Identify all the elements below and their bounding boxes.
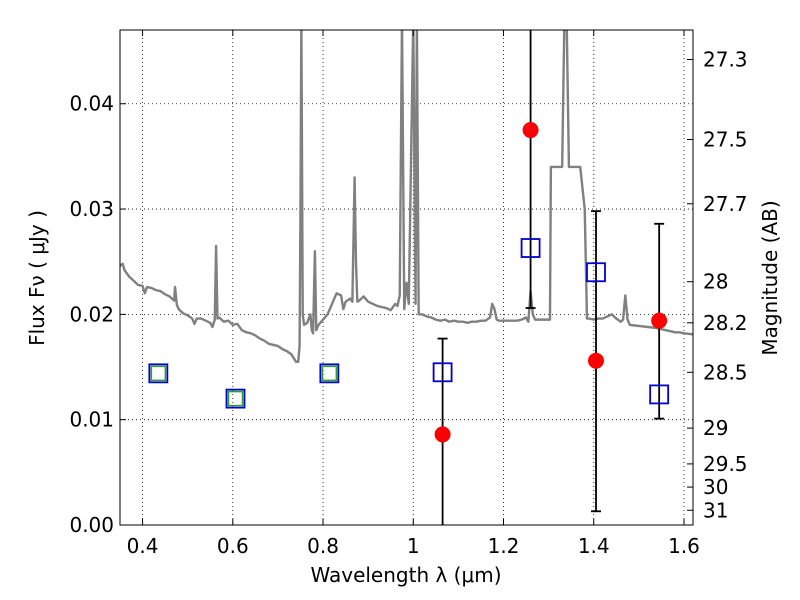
plot-frame [119,29,694,526]
x-tick-label: 0.8 [307,534,339,558]
y2-tick-label: 29.5 [703,452,748,476]
observed-point [522,122,539,139]
x-tick-label: 1 [407,534,420,558]
y2-tick-label: 30 [703,475,728,499]
spectrum-line [120,30,693,363]
observed-points [434,122,668,443]
grid [120,30,693,526]
y2-tick-label: 27.5 [703,128,748,152]
x-tick-label: 1.6 [668,534,700,558]
model-point-inner [321,365,338,382]
x-tick-label: 0.4 [127,534,159,558]
model-point [586,262,606,283]
x-axis: 0.4 0.6 0.8 1 1.2 1.4 1.6 [127,30,700,558]
observed-point [434,426,451,443]
y-tick-label: 0.01 [69,408,114,432]
y2-tick-label: 28 [703,270,728,294]
model-point-inner [227,390,244,407]
y2-tick-label: 31 [703,498,728,522]
x-tick-label: 1.4 [578,534,610,558]
x-axis-label: Wavelength λ (μm) [310,563,501,587]
x-tick-label: 0.6 [217,534,249,558]
model-point [432,362,453,383]
model-points [148,238,670,409]
model-point [225,388,246,409]
model-point [319,363,340,384]
y-axis-label: Flux Fν ( μJy ) [25,210,49,346]
model-point-inner [150,365,167,382]
y2-axis-label: Magnitude (AB) [758,200,782,355]
spectrum-layer [120,30,693,363]
y2-tick-label: 29 [703,416,728,440]
x-tick-label: 1.2 [488,534,520,558]
y-tick-label: 0.03 [69,197,114,221]
model-point [148,363,169,384]
y-tick-label: 0.02 [69,302,114,326]
observed-point [587,352,604,369]
observed-point [651,312,668,329]
y2-tick-label: 27.3 [703,47,748,71]
y-tick-label: 0.04 [69,92,114,116]
y-axis: 0.00 0.01 0.02 0.03 0.04 [69,92,126,537]
y-tick-label: 0.00 [69,513,114,537]
model-point [520,238,541,258]
y2-tick-label: 27.7 [703,192,748,216]
model-point [649,384,670,405]
y2-tick-label: 28.5 [703,360,748,384]
y2-tick-label: 28.2 [703,311,748,335]
